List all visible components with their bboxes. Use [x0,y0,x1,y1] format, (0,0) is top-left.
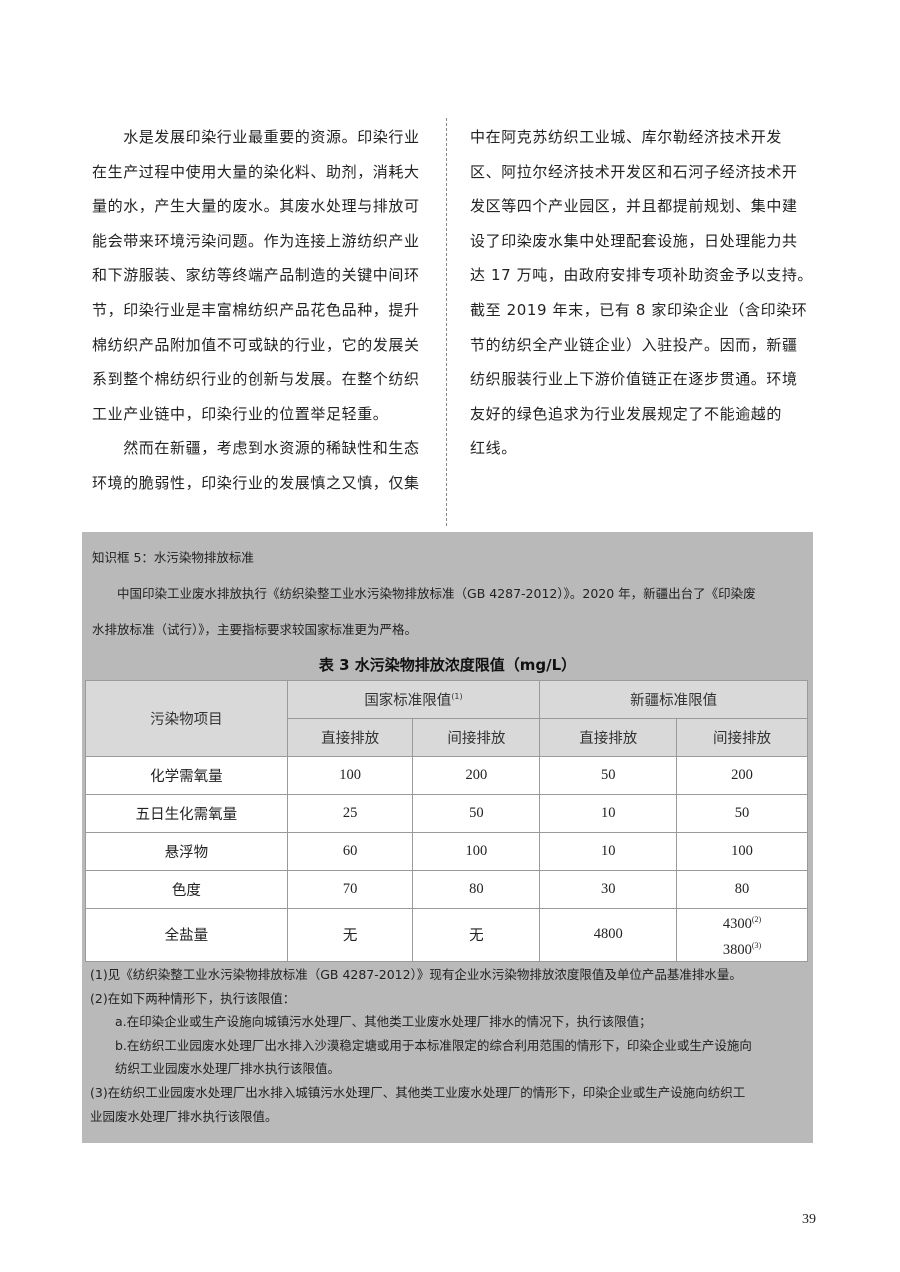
header-xinjiang-standard: 新疆标准限值 [539,680,808,719]
text-line: 友好的绿色追求为行业发展规定了不能逾越的 [470,404,783,423]
table-notes: (1)见《纺织染整工业水污染物排放标准（GB 4287-2012）》现有企业水污… [90,963,752,1128]
note-line: 纺织工业园废水处理厂排水执行该限值。 [115,1061,341,1077]
value-b: 3800(3) [677,935,807,961]
subheader-direct: 直接排放 [286,718,414,757]
value-cell: 200 [676,756,808,795]
page-number: 39 [802,1212,816,1227]
pollutant-name: 全盐量 [85,908,288,962]
value-cell: 80 [676,870,808,909]
text-line: 设了印染废水集中处理配套设施，日处理能力共 [470,231,798,250]
value-cell: 50 [676,794,808,833]
table-row: 悬浮物 60 100 10 100 [85,832,808,871]
knowledge-box: 知识框 5：水污染物排放标准 中国印染工业废水排放执行《纺织染整工业水污染物排放… [82,532,813,1143]
subheader-indirect: 间接排放 [676,718,808,757]
table-header-row: 污染物项目 国家标准限值(1) 新疆标准限值 [85,680,808,757]
value-cell: 25 [286,794,414,833]
left-text-column: 水是发展印染行业最重要的资源。印染行业 在生产过程中使用大量的染化料、助剂，消耗大… [92,120,437,501]
value-cell: 100 [412,832,541,871]
value-cell: 100 [676,832,808,871]
value-cell: 80 [412,870,541,909]
text-line: 系到整个棉纺织行业的创新与发展。在整个纺织 [92,370,420,389]
text-line: 水是发展印染行业最重要的资源。印染行业 [92,128,420,146]
text-line: 中在阿克苏纺织工业城、库尔勒经济技术开发 [470,128,783,146]
text-line: 环境的脆弱性，印染行业的发展慎之又慎，仅集 [92,473,420,492]
value-cell: 60 [286,832,414,871]
value-a: 4300(2) [677,909,807,935]
value-cell: 无 [412,908,541,962]
table-subheader-row: 直接排放 间接排放 直接排放 间接排放 [86,718,808,757]
footnote-ref: (2) [751,915,762,924]
value: 4300 [722,915,752,932]
pollutant-name: 色度 [85,870,288,909]
footnote-ref: (1) [451,692,463,702]
value-cell: 无 [286,908,414,962]
table-row: 五日生化需氧量 25 50 10 50 [85,794,808,833]
pollutant-name: 化学需氧量 [85,756,288,795]
table-caption: 表 3 水污染物排放浓度限值（mg/L） [318,656,577,674]
text-line: 红线。 [470,439,517,458]
note-line: 业园废水处理厂排水执行该限值。 [90,1108,278,1124]
value-cell: 200 [412,756,541,795]
text-line: 节的纺织全产业链企业）入驻投产。因而，新疆 [470,335,798,354]
value: 3800 [722,941,752,958]
value-cell: 100 [286,756,414,795]
text-line: 在生产过程中使用大量的染化料、助剂，消耗大 [92,162,420,181]
knowledge-box-title: 知识框 5：水污染物排放标准 [92,550,254,565]
note-line: (3)在纺织工业园废水处理厂出水排入城镇污水处理厂、其他类工业废水处理厂的情形下… [90,1084,746,1100]
text-line: 节，印染行业是丰富棉纺织产品花色品种，提升 [92,300,420,319]
table-row: 全盐量无无 4800 4300(2) 3800(3) [85,908,808,962]
value-cell: 50 [539,756,678,795]
table-row: 化学需氧量 100 200 50 200 [85,756,808,795]
value-cell: 10 [539,832,678,871]
knowledge-box-paragraph-line: 水排放标准（试行）》，主要指标要求较国家标准更为严格。 [92,622,418,637]
header-national-standard: 国家标准限值(1) [286,680,541,719]
value-cell: 10 [539,794,678,833]
knowledge-box-paragraph-line: 中国印染工业废水排放执行《纺织染整工业水污染物排放标准（GB 4287-2012… [92,586,756,601]
text-line: 和下游服装、家纺等终端产品制造的关键中间环 [92,266,420,285]
emission-limits-table: 污染物项目 国家标准限值(1) 新疆标准限值 直接排放 间接排放 直接排放 间接… [85,680,808,962]
pollutant-name: 五日生化需氧量 [85,794,288,833]
text-line: 区、阿拉尔经济技术开发区和石河子经济技术开 [470,162,798,181]
value-cell: 4800 [539,908,678,962]
pollutant-name: 悬浮物 [85,832,288,871]
table-row: 色度 70 80 30 80 [85,870,808,909]
subheader-indirect: 间接排放 [412,718,541,757]
header-pollutant-item: 污染物项目 [85,680,288,757]
note-line: b.在纺织工业园废水处理厂出水排入沙漠稳定塘或用于本标准限定的综合利用范围的情形… [115,1037,752,1053]
subheader-direct: 直接排放 [539,718,678,757]
value-cell: 70 [286,870,414,909]
text-line: 纺织服装行业上下游价值链正在逐步贯通。环境 [470,370,798,389]
text-line: 工业产业链中，印染行业的位置举足轻重。 [92,404,389,423]
note-line: (2)在如下两种情形下，执行该限值： [90,990,296,1006]
value-cell: 50 [412,794,541,833]
text-line: 发区等四个产业园区，并且都提前规划、集中建 [470,197,798,216]
text-line: 能会带来环境污染问题。作为连接上游纺织产业 [92,231,420,250]
text-line: 截至 2019 年末，已有 8 家印染企业（含印染环 [470,300,808,319]
value-cell: 30 [539,870,678,909]
text-line: 然而在新疆，考虑到水资源的稀缺性和生态 [92,439,420,458]
footnote-ref: (3) [751,940,762,950]
text-line: 棉纺织产品附加值不可或缺的行业，它的发展关 [92,335,420,354]
value-cell: 4300(2) 3800(3) [676,908,808,962]
column-divider [446,118,447,526]
text-line: 达 17 万吨，由政府安排专项补助资金予以支持。 [470,266,814,285]
note-line: a.在印染企业或生产设施向城镇污水处理厂、其他类工业废水处理厂排水的情况下，执行… [115,1014,652,1030]
right-text-column: 中在阿克苏纺织工业城、库尔勒经济技术开发 区、阿拉尔经济技术开发区和石河子经济技术… [470,120,815,466]
text-line: 量的水，产生大量的废水。其废水处理与排放可 [92,197,420,216]
note-line: (1)见《纺织染整工业水污染物排放标准（GB 4287-2012）》现有企业水污… [90,967,742,982]
header-national-label: 国家标准限值 [364,693,452,709]
